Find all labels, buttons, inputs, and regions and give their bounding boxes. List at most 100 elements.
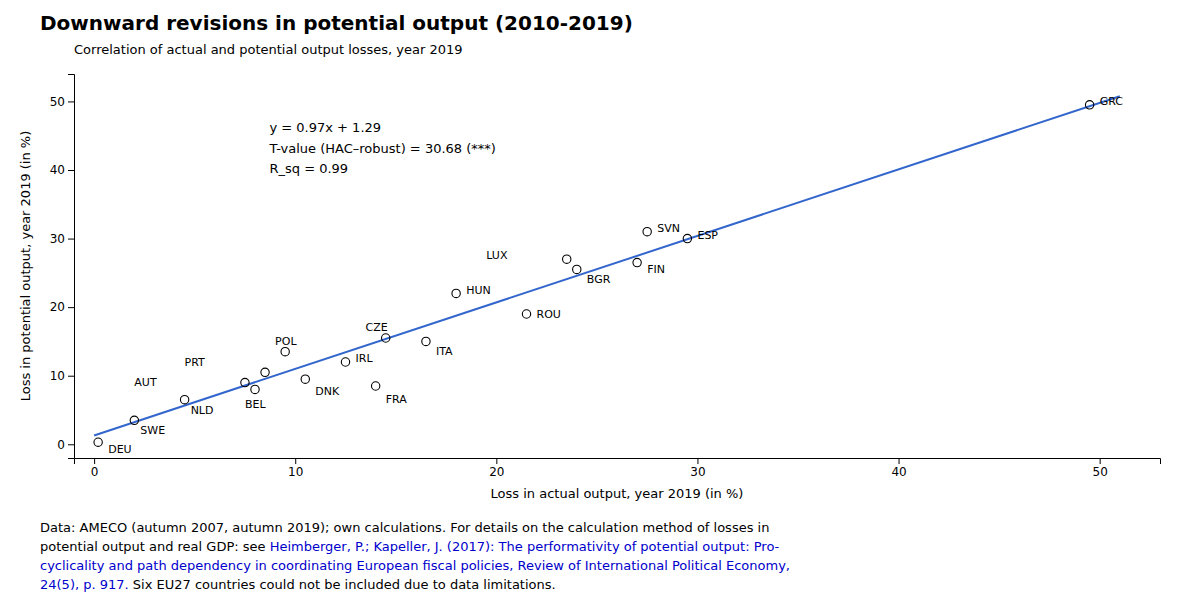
point-label: FIN xyxy=(647,263,665,276)
point-label: PRT xyxy=(185,356,205,369)
point xyxy=(1085,101,1093,109)
point xyxy=(683,234,691,242)
point-label: BGR xyxy=(587,273,611,286)
point-label: DNK xyxy=(315,385,340,398)
point xyxy=(643,228,651,236)
caption-segment: potential output and real GDP: see xyxy=(40,539,270,554)
point-label: POL xyxy=(275,335,297,348)
chart: Downward revisions in potential output (… xyxy=(0,0,1200,604)
point xyxy=(341,358,349,366)
point-label: BEL xyxy=(245,398,266,411)
point xyxy=(382,334,390,342)
tick: 0 xyxy=(57,438,74,452)
caption-line: Data: AMECO (autumn 2007, autumn 2019); … xyxy=(40,520,769,535)
point xyxy=(251,385,259,393)
point-label: NLD xyxy=(191,404,214,417)
point xyxy=(261,368,269,376)
point xyxy=(130,416,138,424)
caption-line: potential output and real GDP: see Heimb… xyxy=(40,539,780,554)
x-axis: 0 10 20 30 40 50 xyxy=(75,458,1161,479)
tick-label: 0 xyxy=(91,465,99,479)
tick-label: 40 xyxy=(891,465,906,479)
point-label: ESP xyxy=(697,229,718,242)
tick-label: 50 xyxy=(50,95,65,109)
point xyxy=(563,255,571,263)
tick-mark xyxy=(68,101,74,102)
y-axis: 0 10 20 30 40 50 xyxy=(50,75,75,459)
caption-line: cyclicality and path dependency in coord… xyxy=(40,558,790,573)
tick-label: 30 xyxy=(690,465,705,479)
tick-label: 20 xyxy=(50,300,65,314)
tick: 50 xyxy=(1093,458,1108,479)
point-label: SVN xyxy=(657,222,680,235)
point xyxy=(633,258,641,266)
tick-label: 10 xyxy=(50,369,65,383)
point xyxy=(94,438,102,446)
point xyxy=(371,382,379,390)
point-label: AUT xyxy=(134,376,157,389)
tick: 10 xyxy=(50,369,74,383)
plot: 0 10 20 30 40 50 0 10 20 30 40 50 Loss in actual out… xyxy=(18,75,1161,502)
point xyxy=(422,337,430,345)
tick-mark xyxy=(68,170,74,171)
point-labels: DEUSWENLDAUTPRTBELPOLDNKIRLFRACZEITAHUNR… xyxy=(108,95,1123,456)
caption-line: 24(5), p. 917. Six EU27 countries could … xyxy=(40,577,556,592)
caption-segment: Heimberger, P.; Kapeller, J. (2017): The… xyxy=(270,539,780,554)
point xyxy=(180,396,188,404)
tick-mark xyxy=(68,376,74,377)
equation-line: T-value (HAC–robust) = 30.68 (***) xyxy=(268,141,495,156)
point-label: ROU xyxy=(537,308,561,321)
point-label: HUN xyxy=(466,284,491,297)
tick-mark xyxy=(68,307,74,308)
subtitle: Correlation of actual and potential outp… xyxy=(74,42,463,57)
point xyxy=(301,375,309,383)
tick: 40 xyxy=(50,163,74,177)
equation: y = 0.97x + 1.29 T-value (HAC–robust) = 3… xyxy=(268,120,495,177)
point-label: FRA xyxy=(386,393,408,406)
tick-label: 40 xyxy=(50,163,65,177)
tick-mark xyxy=(68,239,74,240)
point-label: GRC xyxy=(1100,95,1124,108)
tick-label: 20 xyxy=(489,465,504,479)
y-axis-title: Loss in potential output, year 2019 (in … xyxy=(18,131,33,402)
tick: 0 xyxy=(91,458,99,479)
tick-mark xyxy=(899,458,900,464)
point xyxy=(573,265,581,273)
x-axis-title: Loss in actual output, year 2019 (in %) xyxy=(491,486,744,501)
tick-label: 50 xyxy=(1093,465,1108,479)
regression-line xyxy=(94,96,1120,435)
tick-label: 10 xyxy=(288,465,303,479)
tick-mark xyxy=(94,458,95,464)
point-label: CZE xyxy=(366,321,388,334)
marks xyxy=(94,96,1120,446)
tick: 30 xyxy=(690,458,705,479)
tick-mark xyxy=(697,458,698,464)
tick: 10 xyxy=(288,458,303,479)
point xyxy=(452,289,460,297)
axis-line xyxy=(75,459,1161,465)
point-label: SWE xyxy=(140,424,165,437)
point xyxy=(241,378,249,386)
tick-mark xyxy=(496,458,497,464)
tick: 20 xyxy=(489,458,504,479)
point xyxy=(522,310,530,318)
tick: 20 xyxy=(50,300,74,314)
caption-segment: cyclicality and path dependency in coord… xyxy=(40,558,790,573)
caption-segment: Six EU27 countries could not be included… xyxy=(129,577,556,592)
tick-label: 0 xyxy=(57,438,65,452)
tick: 50 xyxy=(50,95,74,109)
equation-line: y = 0.97x + 1.29 xyxy=(269,120,381,135)
equation-line: R_sq = 0.99 xyxy=(269,161,348,176)
point-label: IRL xyxy=(356,352,374,365)
tick: 30 xyxy=(50,232,74,246)
point-label: DEU xyxy=(108,443,131,456)
tick-label: 30 xyxy=(50,232,65,246)
tick-mark xyxy=(1100,458,1101,464)
axis-line xyxy=(68,75,75,459)
tick: 40 xyxy=(891,458,906,479)
caption-segment: 24(5), p. 917. xyxy=(40,577,129,592)
caption-segment: Data: AMECO (autumn 2007, autumn 2019); … xyxy=(40,520,769,535)
point-label: LUX xyxy=(486,249,508,262)
tick-mark xyxy=(68,444,74,445)
tick-mark xyxy=(295,458,296,464)
